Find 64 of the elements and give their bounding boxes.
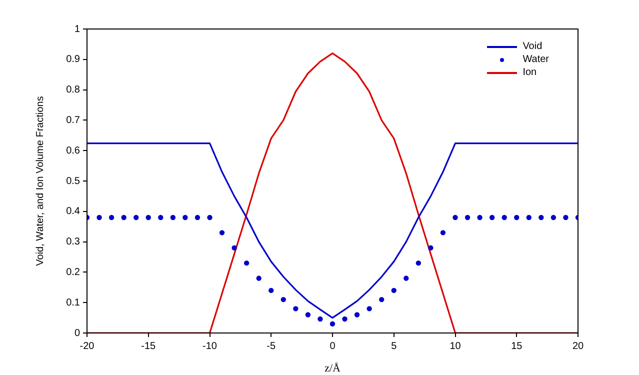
- point: [268, 288, 274, 294]
- x-tick-label: 0: [330, 340, 336, 352]
- point: [305, 312, 311, 318]
- y-tick-label: 0: [74, 328, 80, 339]
- y-tick-label: 0.8: [66, 84, 80, 96]
- point: [550, 214, 556, 220]
- point: [146, 214, 151, 220]
- y-tick-label: 0.7: [66, 114, 80, 126]
- point: [489, 214, 495, 220]
- point: [354, 312, 360, 318]
- point: [391, 288, 396, 294]
- x-tick-label: -5: [266, 340, 276, 352]
- point: [134, 214, 139, 220]
- point: [342, 316, 348, 322]
- y-tick-label: 0.3: [66, 236, 80, 248]
- point: [182, 214, 188, 220]
- x-tick-label: 20: [572, 340, 584, 352]
- point: [404, 276, 409, 281]
- legend-label: Water: [522, 53, 549, 66]
- legend-label: Ion: [522, 66, 537, 79]
- point: [108, 214, 114, 220]
- legend-label: Void: [522, 40, 542, 53]
- x-tick-label: 5: [391, 340, 398, 352]
- point: [194, 214, 200, 220]
- point: [428, 245, 434, 250]
- point: [330, 321, 336, 326]
- point: [232, 245, 237, 250]
- point: [121, 214, 126, 220]
- x-axis-title: z/Å: [324, 361, 340, 374]
- point: [158, 214, 164, 220]
- point: [244, 260, 250, 266]
- point: [379, 296, 384, 302]
- y-tick-label: 0.2: [66, 266, 80, 278]
- point: [318, 316, 323, 322]
- point: [502, 214, 507, 220]
- y-tick-label: 1: [74, 24, 80, 35]
- point: [256, 276, 262, 281]
- y-tick-label: 0.1: [66, 297, 80, 308]
- point: [477, 214, 482, 220]
- x-tick-label: -10: [202, 340, 218, 352]
- point: [293, 306, 298, 312]
- point: [452, 214, 458, 220]
- point: [514, 214, 520, 220]
- x-tick-label: 15: [511, 340, 523, 352]
- point: [440, 230, 446, 236]
- point: [366, 306, 372, 312]
- point: [464, 214, 470, 220]
- point: [207, 214, 212, 220]
- point: [96, 214, 102, 220]
- y-axis-title: Void, Water, and Ion Volume Fractions: [34, 96, 46, 266]
- point: [219, 230, 225, 236]
- y-tick-label: 0.9: [66, 54, 80, 66]
- y-tick-label: 0.5: [66, 176, 80, 187]
- y-tick-label: 0.4: [66, 206, 80, 218]
- point: [526, 214, 532, 220]
- x-tick-label: 10: [450, 340, 462, 352]
- point: [563, 214, 568, 220]
- x-tick-label: -20: [80, 340, 95, 352]
- x-tick-label: -15: [141, 340, 156, 352]
- point: [538, 214, 544, 220]
- point: [280, 296, 286, 302]
- y-tick-label: 0.6: [66, 145, 80, 156]
- point: [170, 214, 176, 220]
- point: [416, 260, 422, 266]
